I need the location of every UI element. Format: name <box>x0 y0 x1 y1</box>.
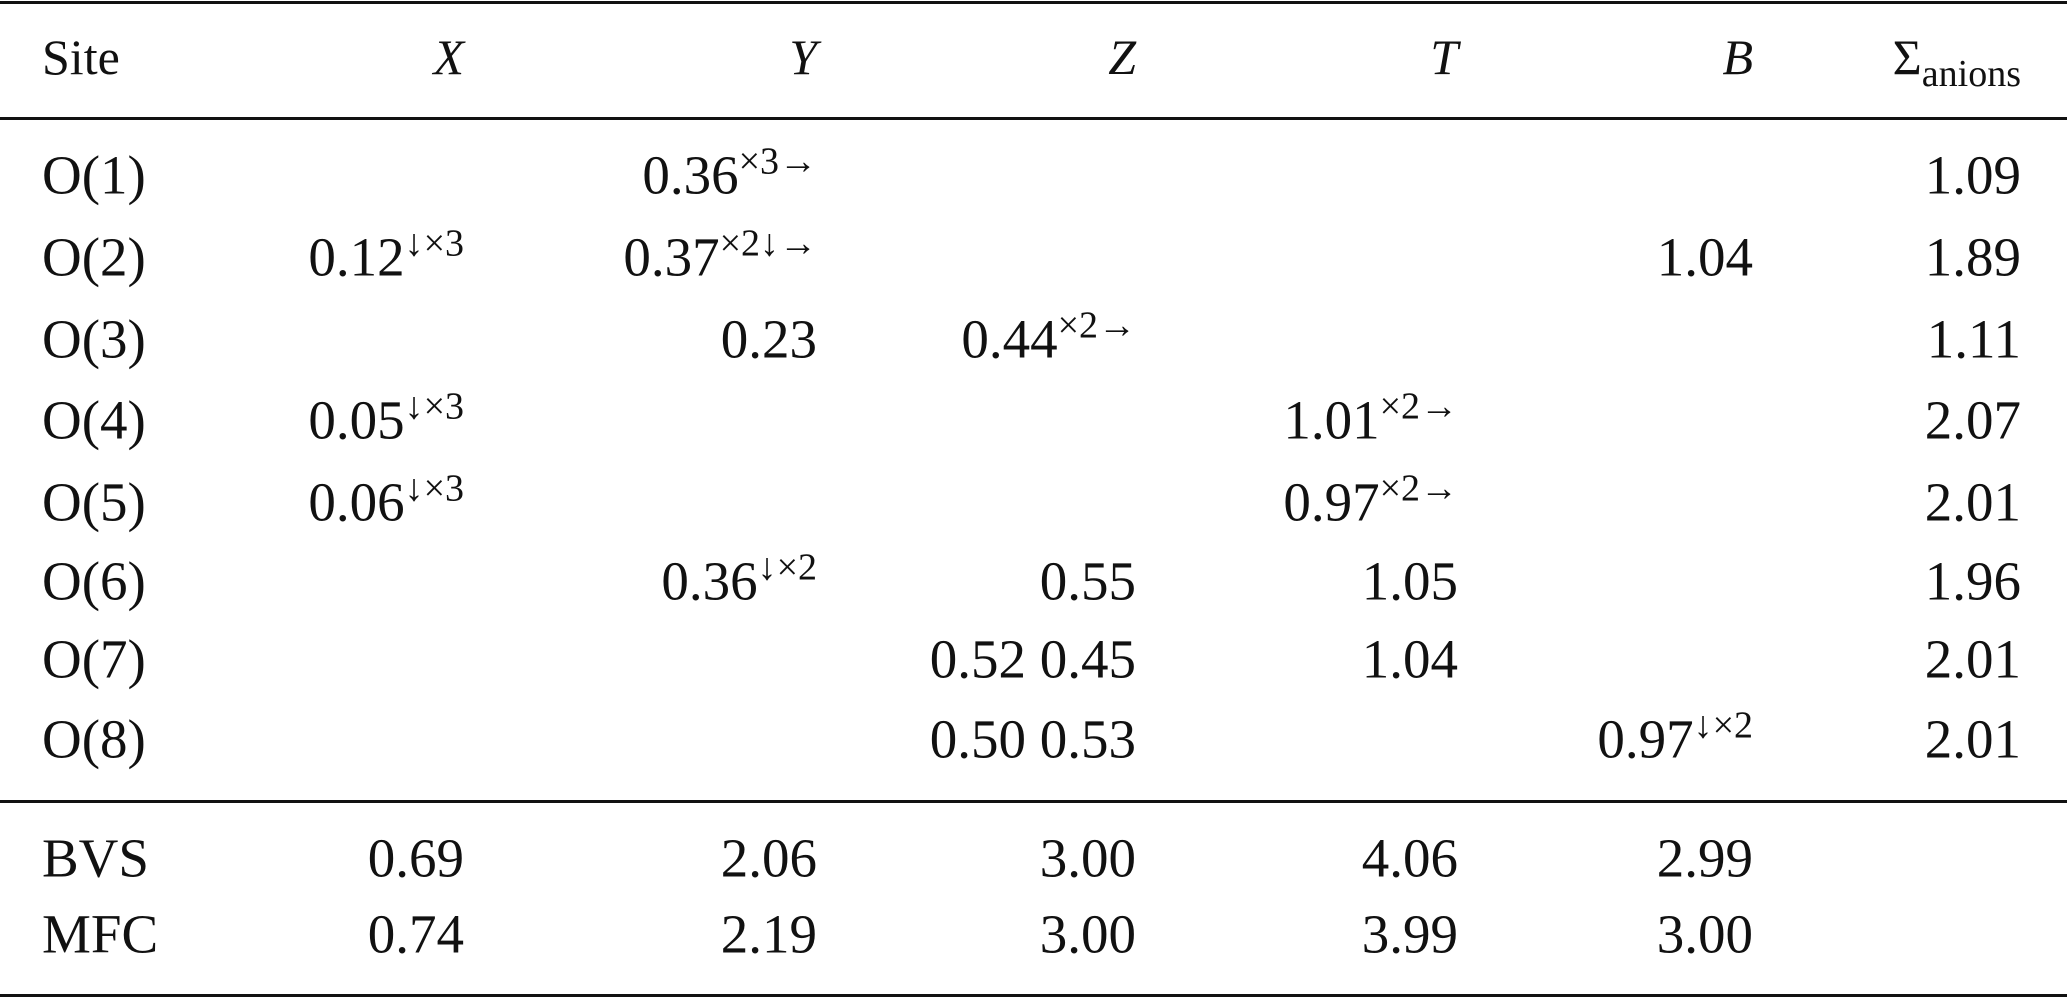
cell-value: 3.00 <box>1656 903 1753 965</box>
cell-value: 0.55 <box>1039 550 1136 612</box>
cell-value: 1.04 <box>1361 628 1458 690</box>
cell-value: 0.97↓×2 <box>1597 707 1753 770</box>
row-label: O(4) <box>42 389 146 451</box>
cell-text: 0.06 <box>308 471 405 533</box>
row-label: O(2) <box>42 226 146 288</box>
row-label: O(3) <box>42 308 146 370</box>
cell-text: Σ <box>1892 29 1922 85</box>
cell-value: 3.99 <box>1361 903 1458 965</box>
header-cell: Σanions <box>1892 29 2021 93</box>
cell-value: 0.50 0.53 <box>929 708 1136 770</box>
cell-text: 0.97 <box>1597 708 1694 770</box>
row-label: BVS <box>42 827 149 889</box>
superscript: ↓×3 <box>404 385 464 428</box>
header-cell: Site <box>42 29 120 85</box>
superscript: ×2→ <box>1379 385 1458 428</box>
cell-value: 2.07 <box>1924 389 2021 451</box>
cell-value: 0.23 <box>720 308 817 370</box>
cell-value: 1.09 <box>1924 144 2021 206</box>
subscript: anions <box>1921 53 2021 95</box>
header-cell: B <box>1722 29 1753 85</box>
cell-value: 2.01 <box>1924 471 2021 533</box>
superscript: ↓×3 <box>404 467 464 510</box>
superscript: ×2↓→ <box>719 222 817 265</box>
cell-value: 0.36×3→ <box>642 143 817 206</box>
cell-value: 3.00 <box>1039 827 1136 889</box>
header-cell: Y <box>789 29 817 85</box>
row-label: O(8) <box>42 708 146 770</box>
cell-text: 0.97 <box>1283 471 1380 533</box>
cell-text: 0.12 <box>308 226 405 288</box>
cell-value: 0.36↓×2 <box>661 549 817 612</box>
header-cell: X <box>433 29 464 85</box>
cell-text: 0.05 <box>308 389 405 451</box>
cell-value: 0.06↓×3 <box>308 470 464 533</box>
cell-value: 2.19 <box>720 903 817 965</box>
superscript: ↓×3 <box>404 222 464 265</box>
row-label: O(6) <box>42 550 146 612</box>
header-cell: T <box>1430 29 1458 85</box>
superscript: ×3→ <box>738 140 817 183</box>
superscript: ↓×2 <box>1693 704 1753 747</box>
cell-value: 2.01 <box>1924 708 2021 770</box>
cell-value: 1.01×2→ <box>1283 388 1458 451</box>
cell-value: 0.52 0.45 <box>929 628 1136 690</box>
superscript: ×2→ <box>1379 467 1458 510</box>
row-label: MFC <box>42 903 159 965</box>
top-rule <box>0 1 2067 4</box>
superscript: ↓×2 <box>757 546 817 589</box>
cell-value: 3.00 <box>1039 903 1136 965</box>
cell-value: 0.12↓×3 <box>308 225 464 288</box>
cell-value: 0.44×2→ <box>961 307 1136 370</box>
superscript: ×2→ <box>1057 304 1136 347</box>
cell-value: 0.05↓×3 <box>308 388 464 451</box>
body-rule <box>0 800 2067 803</box>
cell-text: 0.37 <box>623 226 720 288</box>
cell-value: 0.74 <box>367 903 464 965</box>
cell-value: 0.69 <box>367 827 464 889</box>
cell-value: 1.11 <box>1926 308 2021 370</box>
cell-value: 0.97×2→ <box>1283 470 1458 533</box>
cell-value: 1.96 <box>1924 550 2021 612</box>
cell-text: 0.44 <box>961 308 1058 370</box>
row-label: O(7) <box>42 628 146 690</box>
cell-value: 1.89 <box>1924 226 2021 288</box>
cell-text: 0.36 <box>661 550 758 612</box>
cell-value: 2.01 <box>1924 628 2021 690</box>
cell-value: 0.37×2↓→ <box>623 225 817 288</box>
header-rule <box>0 117 2067 120</box>
row-label: O(5) <box>42 471 146 533</box>
row-label: O(1) <box>42 144 146 206</box>
cell-value: 2.99 <box>1656 827 1753 889</box>
cell-text: 0.36 <box>642 144 739 206</box>
bottom-rule <box>0 994 2067 997</box>
cell-text: 1.01 <box>1283 389 1380 451</box>
cell-value: 1.05 <box>1361 550 1458 612</box>
cell-value: 2.06 <box>720 827 817 889</box>
cell-value: 1.04 <box>1656 226 1753 288</box>
cell-value: 4.06 <box>1361 827 1458 889</box>
header-cell: Z <box>1108 29 1136 85</box>
